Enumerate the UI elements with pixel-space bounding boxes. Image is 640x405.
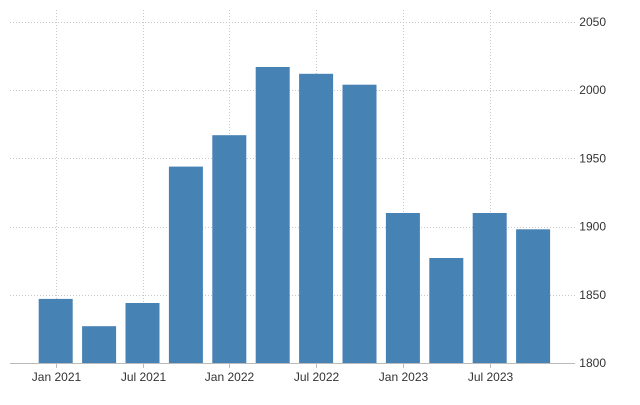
x-tick-label: Jan 2021	[32, 370, 82, 384]
bar-oct-2021[interactable]: Oct 2021: 1944	[168, 166, 203, 363]
bars: Jan 2021: 1847 Apr 2021: 1827Jul 2021: 18…	[38, 67, 551, 364]
bar-apr-2021[interactable]: Apr 2021: 1827	[82, 326, 117, 363]
y-tick-label: 1950	[579, 151, 606, 165]
x-tick-label: Jan 2022	[205, 370, 255, 384]
bar-oct-2023[interactable]: Oct 2023: 1898	[516, 229, 551, 363]
bar-apr-2023[interactable]: Apr 2023: 1877	[429, 258, 464, 363]
y-tick-label: 1900	[579, 220, 606, 234]
bar-jan-2022[interactable]: Jan 2022: 1967	[212, 135, 247, 363]
y-tick-label: 1800	[579, 356, 606, 370]
bar-jul-2022[interactable]: Jul 2022: 2012	[299, 73, 334, 364]
x-tick-label: Jan 2023	[379, 370, 429, 384]
x-tick-label: Jul 2022	[294, 370, 340, 384]
bar-jan-2023[interactable]: Jan 2023: 1910	[385, 213, 420, 363]
x-tick-label: Jul 2021	[121, 370, 167, 384]
y-tick-label: 1850	[579, 288, 606, 302]
axes: Jan 2021 Jul 2021 Jan 2022 Jul 2022 Jan 2023…	[10, 15, 606, 384]
bar-jul-2023[interactable]: Jul 2023: 1910	[472, 213, 507, 363]
y-tick-label: 2000	[579, 83, 606, 97]
y-tick-label: 2050	[579, 15, 606, 29]
bar-oct-2022[interactable]: Oct 2022: 2004	[342, 84, 377, 363]
x-tick-label: Jul 2023	[468, 370, 514, 384]
bar-jan-2021[interactable]: Jan 2021: 1847	[38, 298, 73, 363]
bar-jul-2021[interactable]: Jul 2021: 1844	[125, 303, 160, 363]
bar-apr-2022[interactable]: Apr 2022: 2017	[255, 67, 290, 363]
